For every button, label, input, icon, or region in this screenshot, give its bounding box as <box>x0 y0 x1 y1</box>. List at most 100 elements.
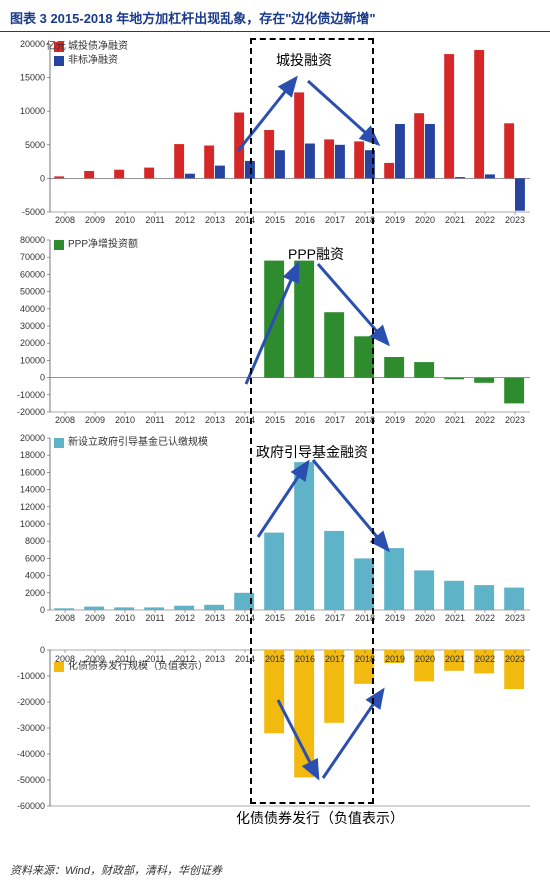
svg-text:2017: 2017 <box>325 215 345 225</box>
bar <box>444 54 454 178</box>
bar <box>444 581 464 610</box>
svg-text:70000: 70000 <box>20 252 45 262</box>
chart-gov-fund: 0200040006000800010000120001400016000180… <box>8 432 540 624</box>
chart-chengtou: -500005000100001500020000200820092010201… <box>8 36 540 228</box>
legend: 化债债券发行规模（负值表示） <box>54 660 208 674</box>
svg-text:16000: 16000 <box>20 467 45 477</box>
bar <box>474 585 494 610</box>
svg-text:2009: 2009 <box>85 215 105 225</box>
chart-annotation: 政府引导基金融资 <box>256 442 368 462</box>
svg-text:80000: 80000 <box>20 235 45 245</box>
bar <box>204 605 224 610</box>
bar <box>354 558 374 610</box>
bar <box>414 362 434 378</box>
bar <box>474 50 484 178</box>
svg-text:8000: 8000 <box>25 536 45 546</box>
svg-text:2008: 2008 <box>55 415 75 425</box>
svg-text:2018: 2018 <box>355 613 375 623</box>
svg-text:2021: 2021 <box>445 613 465 623</box>
chart-annotation: 城投融资 <box>276 50 332 70</box>
svg-text:2014: 2014 <box>235 613 255 623</box>
bar <box>174 606 194 610</box>
svg-text:-20000: -20000 <box>17 697 45 707</box>
bar <box>114 607 134 610</box>
svg-text:2021: 2021 <box>445 415 465 425</box>
svg-text:20000: 20000 <box>20 39 45 49</box>
svg-text:40000: 40000 <box>20 304 45 314</box>
legend-swatch <box>54 240 64 250</box>
bar <box>354 141 364 178</box>
svg-text:2011: 2011 <box>145 415 164 425</box>
svg-text:2014: 2014 <box>235 215 255 225</box>
svg-text:-40000: -40000 <box>17 749 45 759</box>
legend: PPP净增投资额 <box>54 238 138 252</box>
svg-text:5000: 5000 <box>25 140 45 150</box>
svg-text:2018: 2018 <box>355 215 375 225</box>
svg-text:2014: 2014 <box>235 654 255 664</box>
svg-text:-10000: -10000 <box>17 671 45 681</box>
svg-text:2016: 2016 <box>295 415 315 425</box>
svg-text:-5000: -5000 <box>22 207 45 217</box>
svg-text:2019: 2019 <box>385 654 405 664</box>
legend-label: 化债债券发行规模（负值表示） <box>68 660 208 673</box>
bar <box>395 124 405 178</box>
svg-text:2012: 2012 <box>175 215 195 225</box>
svg-text:2020: 2020 <box>415 613 435 623</box>
svg-text:6000: 6000 <box>25 553 45 563</box>
bar <box>324 312 344 377</box>
bar <box>204 146 214 179</box>
svg-text:2021: 2021 <box>445 215 465 225</box>
svg-text:2009: 2009 <box>85 415 105 425</box>
legend-swatch <box>54 662 64 672</box>
bar <box>444 378 464 380</box>
svg-text:20000: 20000 <box>20 338 45 348</box>
bar <box>294 650 314 777</box>
svg-text:2010: 2010 <box>115 415 135 425</box>
svg-text:2018: 2018 <box>355 654 375 664</box>
svg-text:2022: 2022 <box>475 415 495 425</box>
legend: 新设立政府引导基金已认缴规模 <box>54 436 208 450</box>
legend-label: PPP净增投资额 <box>68 238 138 251</box>
bar <box>515 178 525 210</box>
svg-text:2020: 2020 <box>415 654 435 664</box>
svg-text:2020: 2020 <box>415 415 435 425</box>
chart-annotation: 化债债券发行（负值表示） <box>236 808 404 828</box>
bar <box>335 145 345 179</box>
legend-swatch <box>54 438 64 448</box>
svg-text:12000: 12000 <box>20 502 45 512</box>
svg-text:2023: 2023 <box>505 215 525 225</box>
svg-text:0: 0 <box>40 173 45 183</box>
bar <box>174 144 184 178</box>
svg-text:2017: 2017 <box>325 654 345 664</box>
trend-arrow <box>308 81 378 144</box>
svg-text:2016: 2016 <box>295 215 315 225</box>
bar <box>54 608 74 610</box>
svg-text:15000: 15000 <box>20 73 45 83</box>
svg-text:2019: 2019 <box>385 415 405 425</box>
bar <box>294 92 304 178</box>
legend-label: 非标净融资 <box>68 54 118 67</box>
svg-text:60000: 60000 <box>20 269 45 279</box>
svg-text:2013: 2013 <box>205 215 225 225</box>
bar <box>384 163 394 179</box>
svg-text:2011: 2011 <box>145 215 164 225</box>
bar <box>384 357 404 378</box>
bar <box>365 150 375 178</box>
chart-annotation: PPP融资 <box>288 244 344 264</box>
svg-text:0: 0 <box>40 645 45 655</box>
bar <box>504 378 524 404</box>
svg-text:20000: 20000 <box>20 433 45 443</box>
bar <box>354 336 374 377</box>
svg-text:2016: 2016 <box>295 654 315 664</box>
svg-text:14000: 14000 <box>20 485 45 495</box>
bar <box>54 176 64 178</box>
bar <box>414 113 424 178</box>
svg-text:-60000: -60000 <box>17 801 45 811</box>
svg-text:10000: 10000 <box>20 106 45 116</box>
svg-text:50000: 50000 <box>20 287 45 297</box>
svg-text:0: 0 <box>40 373 45 383</box>
svg-text:-20000: -20000 <box>17 407 45 417</box>
svg-text:2023: 2023 <box>505 415 525 425</box>
svg-text:2008: 2008 <box>55 613 75 623</box>
svg-text:2015: 2015 <box>265 654 285 664</box>
